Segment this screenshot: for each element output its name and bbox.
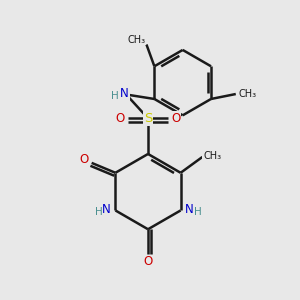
- Text: CH₃: CH₃: [203, 151, 221, 161]
- Text: O: O: [116, 112, 125, 125]
- Text: H: H: [95, 207, 102, 218]
- Text: O: O: [171, 112, 180, 125]
- Text: H: H: [111, 91, 119, 100]
- Text: S: S: [144, 112, 152, 125]
- Text: O: O: [79, 153, 88, 167]
- Text: H: H: [194, 207, 201, 218]
- Text: CH₃: CH₃: [238, 89, 257, 99]
- Text: CH₃: CH₃: [128, 34, 146, 44]
- Text: N: N: [185, 203, 194, 216]
- Text: N: N: [102, 203, 111, 216]
- Text: N: N: [120, 87, 129, 100]
- Text: O: O: [143, 256, 153, 268]
